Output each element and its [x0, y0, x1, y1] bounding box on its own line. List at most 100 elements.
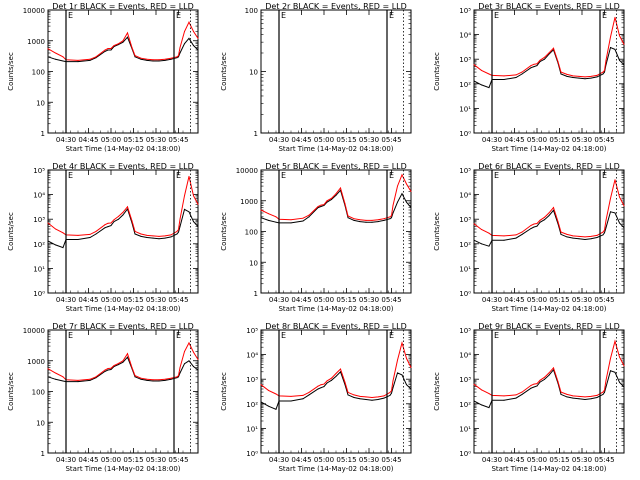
data-point-events [536, 225, 538, 227]
y-tick-label: 10⁰ [459, 130, 471, 138]
data-point-events [488, 245, 490, 247]
x-tick-label: 05:45 [594, 456, 614, 464]
y-tick-label: 1 [41, 450, 45, 458]
detector-chart-2: Det 2r BLACK = Events, RED = LLD 1 10 100 04… [220, 2, 412, 153]
data-point-events [397, 201, 398, 203]
data-point-lld [89, 233, 91, 235]
x-tick-label: 04:45 [504, 456, 524, 464]
detector-chart-8: Det 8r BLACK = Events, RED = LLD 10⁰ 10¹ 10… [220, 322, 412, 473]
event-flag-label: E [176, 11, 181, 20]
data-point-lld [560, 71, 562, 73]
data-point-lld [193, 195, 194, 197]
data-point-lld [530, 384, 532, 386]
data-point-lld [77, 234, 79, 236]
event-flag-label: E [389, 331, 394, 340]
series-line-lld [47, 176, 199, 237]
data-point-events [197, 49, 199, 51]
data-point-lld [623, 365, 625, 367]
y-tick-label: 1 [254, 290, 258, 298]
data-point-events [503, 239, 505, 241]
x-tick-label: 05:45 [594, 296, 614, 304]
data-point-events [610, 46, 611, 48]
data-point-lld [605, 59, 607, 61]
data-point-lld [275, 216, 277, 218]
data-point-lld [302, 394, 304, 396]
data-point-events [560, 393, 562, 395]
data-point-events [164, 59, 166, 61]
data-point-events [539, 381, 541, 383]
data-point-events [197, 226, 199, 228]
data-point-lld [619, 35, 620, 37]
x-tick-label: 04:45 [291, 296, 311, 304]
data-point-events [184, 208, 185, 210]
x-tick-label: 04:30 [482, 456, 502, 464]
data-point-events [515, 77, 517, 79]
data-point-lld [158, 379, 160, 381]
data-point-lld [89, 378, 91, 380]
data-point-events [317, 388, 319, 390]
data-point-events [179, 372, 181, 374]
x-tick-label: 05:45 [168, 456, 188, 464]
data-point-lld [317, 385, 319, 387]
data-point-lld [317, 206, 319, 208]
data-point-lld [110, 47, 112, 49]
data-point-lld [170, 377, 172, 379]
x-tick-label: 05:15 [123, 136, 143, 144]
y-tick-label: 100 [32, 69, 45, 77]
data-point-lld [122, 40, 124, 42]
y-tick-label: 10⁰ [246, 450, 258, 458]
plot-frame [47, 9, 199, 134]
data-point-events [193, 366, 194, 368]
data-point-events [584, 398, 586, 400]
data-point-lld [560, 391, 562, 393]
data-point-lld [164, 58, 166, 60]
data-point-events [275, 221, 277, 223]
data-point-lld [131, 220, 133, 222]
data-point-lld [392, 205, 394, 207]
x-tick-label: 05:00 [527, 296, 547, 304]
x-tick-label: 04:30 [56, 296, 76, 304]
data-point-lld [158, 59, 160, 61]
data-point-events [619, 222, 620, 224]
data-point-lld [89, 58, 91, 60]
data-point-lld [473, 223, 475, 225]
data-point-lld [178, 229, 179, 231]
data-point-lld [47, 222, 49, 224]
event-flag-label: E [176, 331, 181, 340]
y-tick-label: 10000 [236, 167, 258, 175]
data-point-lld [353, 218, 355, 220]
data-point-events [623, 227, 625, 229]
y-axis-label: Counts/sec [433, 212, 441, 251]
plot-frame [260, 169, 412, 294]
data-point-lld [104, 369, 106, 371]
event-flag-label: E [494, 11, 499, 20]
data-point-events [605, 227, 607, 229]
x-tick-label: 04:45 [78, 456, 98, 464]
x-tick-label: 05:30 [572, 136, 592, 144]
data-point-lld [553, 47, 554, 49]
data-point-events [359, 221, 361, 223]
data-point-lld [623, 43, 625, 45]
x-tick-label: 05:45 [381, 136, 401, 144]
data-point-lld [344, 203, 346, 205]
data-point-events [590, 238, 592, 240]
data-point-events [503, 399, 505, 401]
data-point-lld [503, 75, 505, 77]
data-point-events [347, 217, 349, 219]
plot-frame [47, 169, 199, 294]
data-point-events [566, 236, 568, 238]
data-point-events [152, 237, 154, 239]
data-point-lld [530, 65, 532, 67]
data-point-events [170, 236, 172, 238]
data-point-events [539, 221, 541, 223]
data-point-lld [170, 57, 172, 59]
data-point-events [530, 227, 532, 229]
data-point-lld [260, 209, 262, 211]
data-point-lld [140, 233, 142, 235]
data-point-lld [544, 376, 545, 378]
x-tick-label: 05:00 [527, 136, 547, 144]
data-point-events [604, 71, 605, 73]
data-point-events [365, 221, 367, 223]
data-point-events [47, 376, 49, 378]
data-point-events [95, 377, 97, 379]
